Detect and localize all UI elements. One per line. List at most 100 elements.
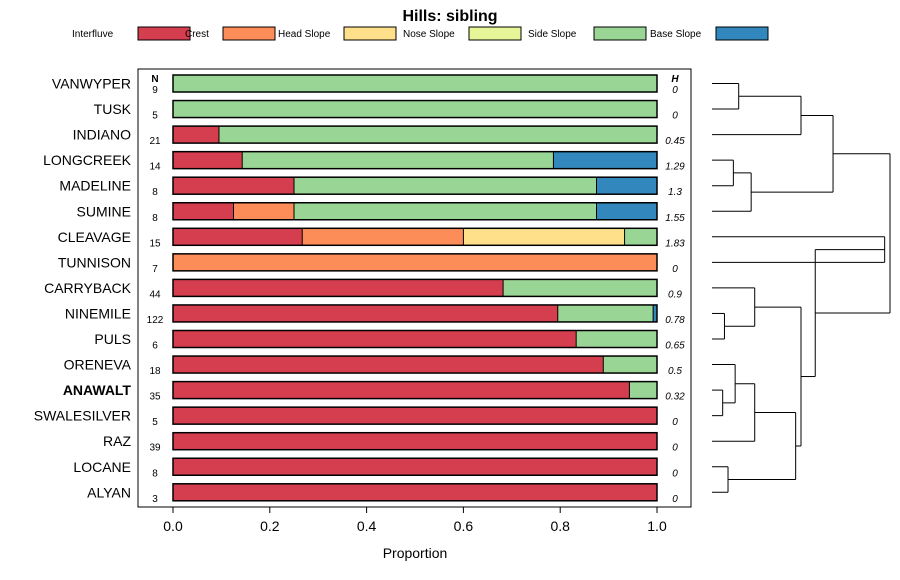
h-value: 0.65 [665, 341, 685, 352]
bar-outline [172, 253, 658, 272]
legend-item-crest: Crest [185, 26, 276, 41]
bar-segment-side-slope [503, 279, 657, 297]
bar-segment-crest [233, 202, 294, 220]
bar-outline [172, 329, 658, 349]
legend-label: Head Slope [278, 29, 331, 40]
bar-outline [172, 457, 658, 476]
n-value: 9 [152, 85, 158, 96]
n-value: 122 [147, 315, 164, 326]
category-label: SWALESILVER [34, 408, 131, 424]
bar-outline [172, 74, 658, 93]
n-value: 18 [149, 366, 161, 377]
n-column-header: N [151, 74, 158, 85]
h-column-header: H [671, 74, 679, 85]
n-value: 44 [149, 289, 161, 300]
x-tick-label: 0.2 [260, 518, 280, 534]
bar-row: PULS 6 0.65 [94, 329, 685, 352]
bar-segment-side-slope [242, 151, 554, 169]
bar-segment-base-slope [596, 177, 657, 195]
h-value: 0 [672, 264, 678, 275]
bar-segment-interfluve [173, 483, 657, 501]
bar-segment-side-slope [294, 202, 597, 220]
category-label: SUMINE [77, 203, 131, 219]
bar-row: TUNNISON 7 0 [58, 253, 678, 275]
bar-row: INDIANO 21 0.45 [73, 125, 685, 147]
x-axis: 0.0 0.2 0.4 0.6 0.8 1.0 [163, 507, 667, 534]
category-label: MADELINE [59, 178, 131, 194]
category-label: CARRYBACK [44, 280, 132, 296]
category-label: ANAWALT [63, 382, 132, 398]
bar-row: NINEMILE 122 0.78 [65, 304, 685, 326]
bar-row: CARRYBACK 44 0.9 [44, 278, 682, 300]
bar-segment-side-slope [603, 356, 657, 374]
n-value: 7 [152, 264, 158, 275]
n-value: 15 [149, 238, 161, 249]
n-value: 3 [152, 494, 158, 505]
h-value: 1.3 [668, 187, 682, 198]
legend-item-head-slope: Head Slope [278, 26, 397, 41]
bar-segment-crest [173, 253, 657, 271]
legend-swatch [468, 26, 522, 41]
bar-outline [172, 278, 658, 298]
bar-row: SWALESILVER 5 0 [34, 406, 678, 428]
legend-label: Crest [185, 29, 209, 40]
bar-segment-crest [302, 228, 464, 246]
n-value: 14 [149, 162, 161, 173]
n-value: 6 [152, 341, 158, 352]
legend-swatch [343, 26, 397, 41]
category-label: NINEMILE [65, 305, 131, 321]
bar-segment-base-slope [596, 202, 657, 220]
bar-segment-interfluve [173, 407, 657, 425]
legend-label: Interfluve [72, 29, 114, 40]
h-value: 1.55 [665, 213, 685, 224]
bar-segment-side-slope [218, 126, 658, 144]
legend: Interfluve Crest Head Slope Nose Slope Side … [72, 26, 769, 41]
bar-segment-side-slope [629, 381, 657, 399]
category-label: LOCANE [73, 459, 131, 475]
h-value: 0.45 [665, 136, 685, 147]
bar-segment-interfluve [173, 202, 234, 220]
bar-segment-interfluve [173, 126, 219, 144]
plot-frame [137, 68, 692, 508]
category-label: TUSK [94, 101, 132, 117]
legend-item-side-slope: Side Slope [528, 26, 647, 41]
bar-segment-side-slope [557, 304, 654, 322]
h-value: 0 [672, 111, 678, 122]
h-value: 0 [672, 417, 678, 428]
bar-row: VANWYPER 9 0 [52, 74, 678, 96]
category-label: LONGCREEK [43, 152, 132, 168]
bar-segment-interfluve [173, 432, 657, 450]
legend-swatch [715, 26, 769, 41]
category-label: PULS [94, 331, 131, 347]
bar-row: ANAWALT 35 0.32 [63, 380, 685, 403]
legend-swatch [137, 26, 191, 41]
h-value: 0.32 [665, 392, 685, 403]
n-value: 8 [152, 187, 158, 198]
x-tick-label: 0.8 [550, 518, 570, 534]
bar-outline [172, 406, 658, 425]
bar-outline [172, 380, 658, 400]
bar-row: MADELINE 8 1.3 [59, 176, 682, 198]
category-label: INDIANO [73, 127, 131, 143]
n-value: 5 [152, 111, 158, 122]
bar-segment-interfluve [173, 381, 630, 399]
dendrogram [712, 83, 891, 493]
h-value: 0 [672, 85, 678, 96]
n-value: 21 [149, 136, 161, 147]
bar-row: RAZ 39 0 [103, 431, 678, 454]
legend-item-base-slope: Base Slope [650, 26, 769, 41]
bar-segment-interfluve [173, 151, 243, 169]
h-value: 0.78 [665, 315, 685, 326]
legend-swatch [222, 26, 276, 41]
legend-item-interfluve: Interfluve [72, 26, 191, 41]
legend-item-nose-slope: Nose Slope [403, 26, 522, 41]
n-value: 39 [149, 443, 161, 454]
bar-outline [172, 125, 658, 144]
bar-segment-interfluve [173, 458, 657, 476]
bar-row: TUSK 5 0 [94, 99, 678, 122]
bar-outline [172, 99, 658, 119]
bar-segment-side-slope [624, 228, 657, 246]
h-value: 1.83 [665, 238, 685, 249]
bar-segment-interfluve [173, 356, 604, 374]
